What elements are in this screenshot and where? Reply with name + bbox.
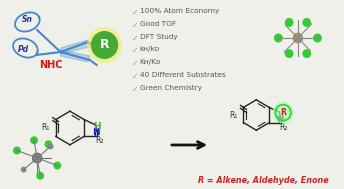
Text: DFT Study: DFT Study [140, 34, 178, 40]
Circle shape [87, 27, 122, 63]
Text: kʜ/kᴅ: kʜ/kᴅ [140, 46, 160, 52]
Text: ✓: ✓ [132, 46, 139, 55]
Text: Pd: Pd [18, 46, 29, 54]
Circle shape [48, 143, 54, 149]
Text: N: N [276, 115, 284, 124]
Circle shape [21, 167, 26, 173]
Polygon shape [61, 40, 90, 54]
Circle shape [32, 153, 42, 163]
Text: R: R [100, 39, 109, 51]
Circle shape [302, 49, 311, 58]
Text: 100% Atom Economy: 100% Atom Economy [140, 8, 219, 14]
Text: R₂: R₂ [280, 123, 288, 132]
Text: ✓: ✓ [132, 8, 139, 17]
Text: Kʜ/Kᴅ: Kʜ/Kᴅ [140, 59, 161, 65]
Circle shape [285, 49, 293, 58]
Text: ✓: ✓ [132, 72, 139, 81]
Circle shape [53, 162, 61, 170]
Text: ✓: ✓ [132, 34, 139, 43]
Polygon shape [61, 50, 90, 62]
Text: R₂: R₂ [96, 136, 104, 145]
Text: R: R [280, 108, 286, 117]
Circle shape [313, 33, 322, 43]
Text: NHC: NHC [39, 60, 63, 70]
Text: ✓: ✓ [132, 59, 139, 68]
Text: Sn: Sn [22, 15, 33, 25]
Circle shape [274, 33, 283, 43]
Circle shape [13, 146, 21, 154]
Circle shape [272, 102, 294, 124]
Text: R = Alkene, Aldehyde, Enone: R = Alkene, Aldehyde, Enone [198, 176, 329, 185]
Text: R₁: R₁ [41, 123, 50, 132]
Text: Good TOF: Good TOF [140, 21, 176, 27]
Circle shape [91, 31, 118, 59]
Text: H: H [94, 122, 101, 131]
Circle shape [293, 33, 303, 43]
Text: N: N [92, 128, 100, 137]
Text: R₁: R₁ [229, 111, 238, 119]
Text: Green Chemistry: Green Chemistry [140, 85, 202, 91]
Circle shape [285, 18, 293, 27]
Circle shape [302, 18, 311, 27]
Circle shape [44, 140, 52, 148]
Text: ✓: ✓ [132, 85, 139, 94]
Circle shape [36, 172, 44, 180]
Circle shape [30, 136, 38, 144]
Text: ✓: ✓ [132, 21, 139, 30]
Text: 40 Different Substrates: 40 Different Substrates [140, 72, 225, 78]
